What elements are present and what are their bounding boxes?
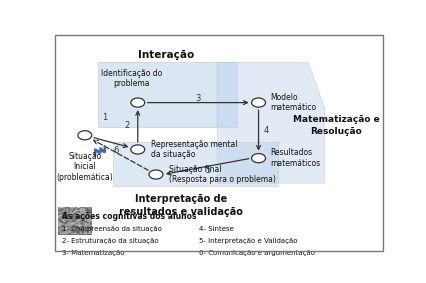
Text: Situação final
(Resposta para o problema): Situação final (Resposta para o problema… [169, 165, 276, 185]
Circle shape [251, 98, 265, 107]
Text: 6- Comunicação e argumentação: 6- Comunicação e argumentação [199, 250, 314, 256]
Circle shape [78, 131, 92, 140]
Polygon shape [98, 62, 236, 127]
Text: 4: 4 [262, 126, 268, 135]
Text: Resultados
matemáticos: Resultados matemáticos [270, 148, 320, 168]
Text: Interação: Interação [138, 50, 193, 60]
Text: 2- Estruturação da situação: 2- Estruturação da situação [61, 238, 158, 244]
Text: Situação
Inicial
(problemática): Situação Inicial (problemática) [56, 152, 113, 182]
Text: Representação mental
da situação: Representação mental da situação [151, 140, 237, 159]
Circle shape [130, 145, 144, 154]
Text: Interpretação de
resultados e validação: Interpretação de resultados e validação [118, 194, 242, 216]
Text: As ações cognitivas dos alunos: As ações cognitivas dos alunos [61, 212, 196, 220]
Text: 3: 3 [195, 94, 201, 103]
Text: 5- Interpretação e Validação: 5- Interpretação e Validação [199, 238, 297, 244]
Text: 4- Síntese: 4- Síntese [199, 226, 233, 232]
Polygon shape [112, 142, 278, 186]
Text: 1: 1 [102, 113, 107, 122]
Text: 2: 2 [124, 121, 130, 130]
Text: 3- Matematização: 3- Matematização [61, 250, 124, 256]
Text: 1- Compreensão da situação: 1- Compreensão da situação [61, 226, 161, 232]
Polygon shape [217, 62, 324, 183]
Bar [58, 208, 91, 234]
Circle shape [130, 98, 144, 107]
Text: Modelo
matemático: Modelo matemático [270, 93, 316, 112]
Text: 5: 5 [205, 166, 210, 175]
Circle shape [251, 154, 265, 163]
Text: Matematização e
Resolução: Matematização e Resolução [292, 115, 379, 136]
Circle shape [149, 170, 163, 179]
Text: Identificação do
problema: Identificação do problema [100, 69, 161, 88]
Text: 6: 6 [113, 146, 119, 155]
